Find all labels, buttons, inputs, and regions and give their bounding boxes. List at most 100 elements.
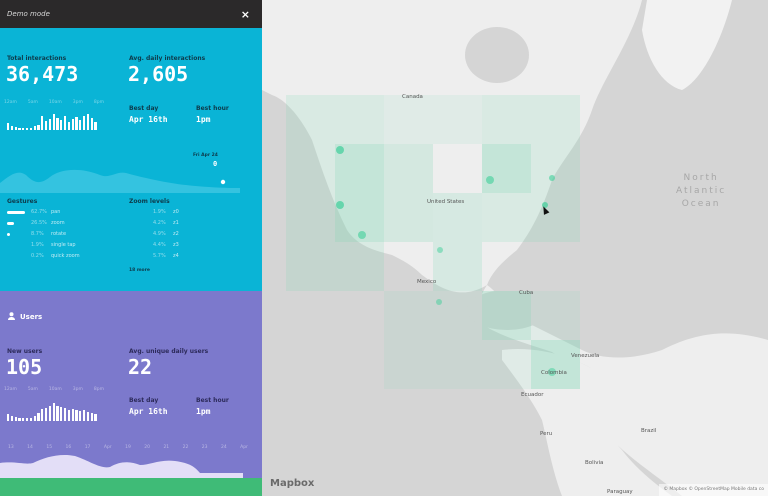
bar[interactable] (86, 113, 90, 130)
bar[interactable] (67, 410, 71, 421)
map-attribution[interactable]: © Mapbox © OpenStreetMap Mobile data co (659, 484, 768, 496)
users-hour-ticks: 12am 5am 10am 3pm 8pm (4, 387, 104, 392)
avg-unique-users-value: 22 (128, 355, 153, 379)
bar[interactable] (75, 116, 78, 130)
hourly-bar-chart[interactable] (7, 108, 97, 130)
label-canada: Canada (402, 94, 423, 100)
label-mexico: Mexico (417, 279, 437, 285)
hudson-bay (465, 27, 529, 83)
avg-daily-interactions-label: Avg. daily interactions (129, 55, 206, 62)
map-canvas[interactable] (262, 0, 768, 496)
bar[interactable] (14, 126, 17, 130)
mapbox-logo[interactable]: Mapbox (270, 478, 315, 489)
tick-label: 3pm (72, 100, 83, 105)
bar[interactable] (44, 121, 48, 130)
south-america-land (502, 349, 672, 496)
bar[interactable] (7, 414, 10, 421)
tick-label: 5am (27, 387, 38, 392)
bar[interactable] (41, 115, 44, 130)
users-best-day-value: Apr 16th (129, 407, 168, 416)
gesture-row: 8.7% rotate (7, 231, 66, 237)
bar[interactable] (7, 123, 10, 130)
bar[interactable] (41, 408, 44, 421)
bar[interactable] (63, 115, 67, 130)
chart-point[interactable] (220, 179, 226, 185)
users-area-chart[interactable] (0, 451, 262, 478)
bar[interactable] (29, 127, 33, 130)
bar[interactable] (52, 403, 55, 421)
day-ticks: 13 14 15 16 17 Apr 19 20 21 22 23 24 Apr (8, 445, 248, 450)
bar[interactable] (10, 415, 14, 421)
label-ecuador: Ecuador (521, 392, 544, 398)
users-hourly-bar-chart[interactable] (7, 403, 97, 421)
bar[interactable] (56, 117, 59, 130)
bar[interactable] (90, 413, 93, 421)
bar[interactable] (79, 411, 82, 421)
bar[interactable] (22, 127, 25, 130)
bar[interactable] (75, 410, 78, 421)
bar[interactable] (71, 119, 74, 130)
tick-label: 16 (65, 445, 72, 450)
bar[interactable] (33, 125, 36, 130)
tick-label: Apr (240, 445, 248, 450)
top-bar: Demo mode × (0, 0, 262, 28)
interactions-section: Total interactions 36,473 Avg. daily int… (0, 28, 262, 291)
tick-label: 14 (27, 445, 33, 450)
bar[interactable] (94, 122, 97, 130)
bar[interactable] (82, 410, 86, 421)
label-cuba: Cuba (519, 290, 534, 296)
bar[interactable] (90, 117, 93, 130)
bar[interactable] (60, 120, 63, 130)
tick-label: 24 (220, 445, 227, 450)
bar[interactable] (86, 412, 90, 421)
avg-daily-interactions-value: 2,605 (128, 62, 189, 86)
gesture-row: 26.5% zoom (7, 220, 65, 226)
daily-area-chart[interactable] (0, 153, 262, 193)
tick-label: Apr (103, 445, 112, 450)
bar[interactable] (10, 125, 14, 130)
bar[interactable] (60, 406, 63, 421)
north-america-land (262, 0, 768, 496)
tick-label: 8pm (93, 100, 104, 105)
zoom-level-row: 4.4% z3 (153, 242, 179, 248)
bar[interactable] (94, 414, 97, 421)
bar[interactable] (48, 119, 52, 130)
bar[interactable] (37, 124, 40, 130)
bar[interactable] (67, 122, 71, 130)
bar[interactable] (37, 413, 40, 421)
users-best-hour-label: Best hour (196, 397, 229, 404)
bar[interactable] (25, 417, 29, 421)
close-icon[interactable]: × (240, 7, 250, 21)
tick-label: 5am (27, 100, 38, 105)
zoom-level-row: 4.2% z1 (153, 220, 179, 226)
tick-label: 21 (163, 445, 170, 450)
bar[interactable] (14, 416, 17, 421)
tooltip-value: 0 (213, 160, 218, 168)
new-users-value: 105 (6, 355, 43, 379)
bar[interactable] (56, 405, 59, 421)
bar[interactable] (44, 407, 48, 421)
label-venezuela: Venezuela (571, 353, 600, 359)
label-paraguay: Paraguay (607, 489, 633, 495)
map-view[interactable]: Canada United States Mexico Cuba Venezue… (262, 0, 768, 496)
analytics-panel: Demo mode × Total interactions 36,473 Av… (0, 0, 262, 496)
tick-label: 23 (201, 445, 208, 450)
zoom-more-link[interactable]: 18 more (129, 268, 150, 273)
bar[interactable] (52, 113, 55, 130)
bar[interactable] (22, 417, 25, 421)
bar[interactable] (82, 115, 86, 130)
bar[interactable] (29, 417, 33, 421)
bar[interactable] (25, 127, 29, 130)
bar[interactable] (79, 120, 82, 130)
gesture-row: 1.9% single tap (31, 242, 76, 248)
bar[interactable] (18, 417, 21, 421)
bar[interactable] (63, 407, 67, 421)
bar[interactable] (18, 127, 21, 130)
bar[interactable] (48, 405, 52, 421)
best-hour-label: Best hour (196, 105, 229, 112)
tooltip-date: Fri Apr 24 (193, 153, 218, 158)
bar[interactable] (33, 415, 36, 421)
user-icon (8, 312, 15, 320)
bar[interactable] (71, 408, 74, 421)
